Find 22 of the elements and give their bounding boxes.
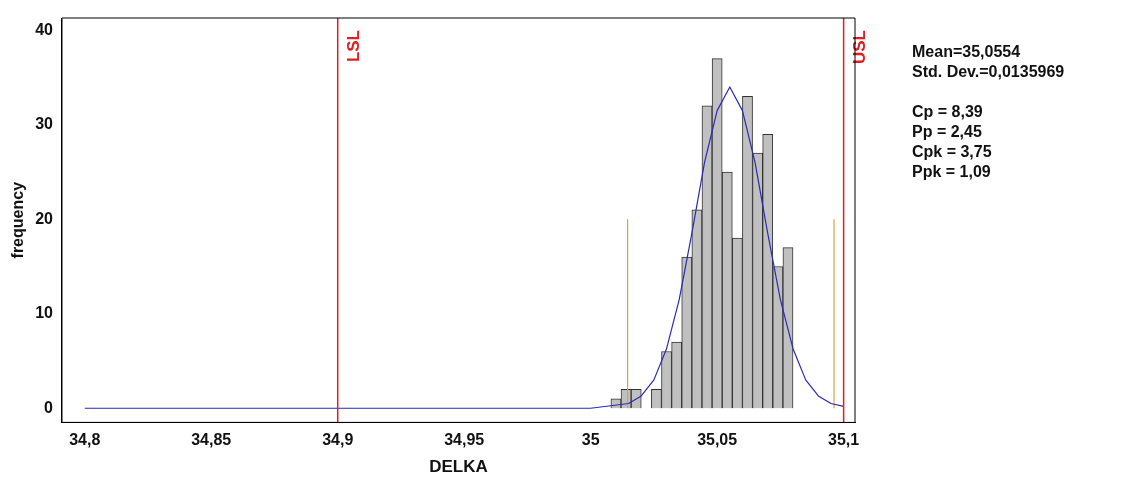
- text: Cp = 8,39: [912, 102, 984, 122]
- x-axis-title: DELKA: [429, 457, 488, 477]
- x-tick-label: 34,8: [69, 431, 101, 449]
- text: Std. Dev.=0,0135969: [912, 62, 1065, 82]
- x-tick-label: 35,1: [828, 431, 860, 449]
- x-tick-label: 34,85: [191, 431, 232, 449]
- x-tick-label: 34,9: [322, 431, 354, 449]
- text: Mean=35,0554: [912, 42, 1022, 62]
- y-axis-title: frequency: [9, 181, 27, 259]
- y-tick-label: 30: [35, 115, 54, 133]
- y-tick-label: 0: [44, 398, 54, 416]
- y-tick-label: 10: [35, 304, 54, 322]
- x-tick-label: 35,05: [697, 431, 738, 449]
- y-tick-label: 20: [35, 209, 54, 227]
- ref-line-label: USL: [849, 30, 869, 64]
- text: Cpk = 3,75: [912, 142, 993, 162]
- x-tick-label: 35: [581, 431, 600, 449]
- ref-line-label: LSL: [343, 30, 363, 63]
- text: Ppk = 1,09: [912, 162, 992, 182]
- x-tick-label: 34,95: [444, 431, 485, 449]
- y-tick-label: 40: [35, 20, 54, 38]
- text: Pp = 2,45: [912, 122, 983, 142]
